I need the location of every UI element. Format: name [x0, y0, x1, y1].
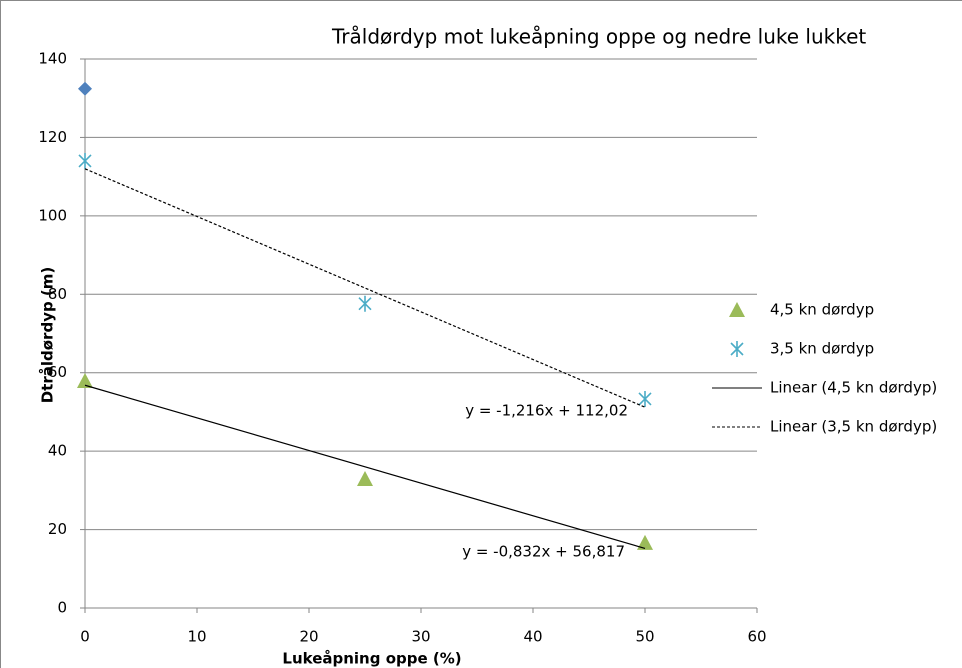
marker — [729, 302, 745, 317]
trendline-equation: y = -0,832x + 56,817 — [462, 543, 625, 561]
marker — [358, 295, 372, 312]
legend: 4,5 kn dørdyp 3,5 kn dørdyp Linear (4,5 kn… — [712, 301, 937, 436]
marker — [357, 470, 373, 486]
x-tick-label: 20 — [299, 628, 318, 646]
y-tick-label: 40 — [48, 442, 67, 460]
y-tick-label: 80 — [48, 285, 67, 303]
plot-area: 0 20 40 60 80 100 120 140 0 10 20 30 40 50 60 y = -1,21… — [38, 50, 766, 646]
marker — [638, 390, 652, 407]
y-axis-title: Dtråldørdyp (m) — [39, 267, 57, 404]
legend-label: 3,5 kn dørdyp — [770, 340, 874, 358]
trendline — [84, 384, 646, 549]
marker — [78, 81, 92, 96]
y-tick-label: 140 — [38, 50, 67, 68]
y-tick-label: 20 — [48, 520, 67, 538]
x-tick-label: 60 — [747, 628, 766, 646]
marker — [637, 534, 653, 550]
y-tick-label: 60 — [48, 363, 67, 381]
trendline — [84, 168, 646, 408]
marker — [78, 152, 92, 169]
legend-label: Linear (3,5 kn dørdyp) — [770, 418, 937, 436]
trendline-equation: y = -1,216x + 112,02 — [465, 402, 628, 420]
chart-title: Tråldørdyp mot lukeåpning oppe og nedre … — [331, 25, 866, 49]
x-tick-label: 10 — [187, 628, 206, 646]
x-tick-label: 50 — [635, 628, 654, 646]
legend-label: Linear (4,5 kn dørdyp) — [770, 379, 937, 397]
legend-label: 4,5 kn dørdyp — [770, 301, 874, 319]
marker — [730, 341, 744, 357]
y-tick-label: 100 — [38, 206, 67, 224]
x-tick-label: 30 — [411, 628, 430, 646]
y-tick-label: 120 — [38, 128, 67, 146]
y-tick-label: 0 — [57, 599, 67, 617]
marker — [77, 372, 93, 388]
x-tick-label: 40 — [523, 628, 542, 646]
x-tick-label: 0 — [80, 628, 90, 646]
x-axis-title: Lukeåpning oppe (%) — [282, 650, 461, 668]
